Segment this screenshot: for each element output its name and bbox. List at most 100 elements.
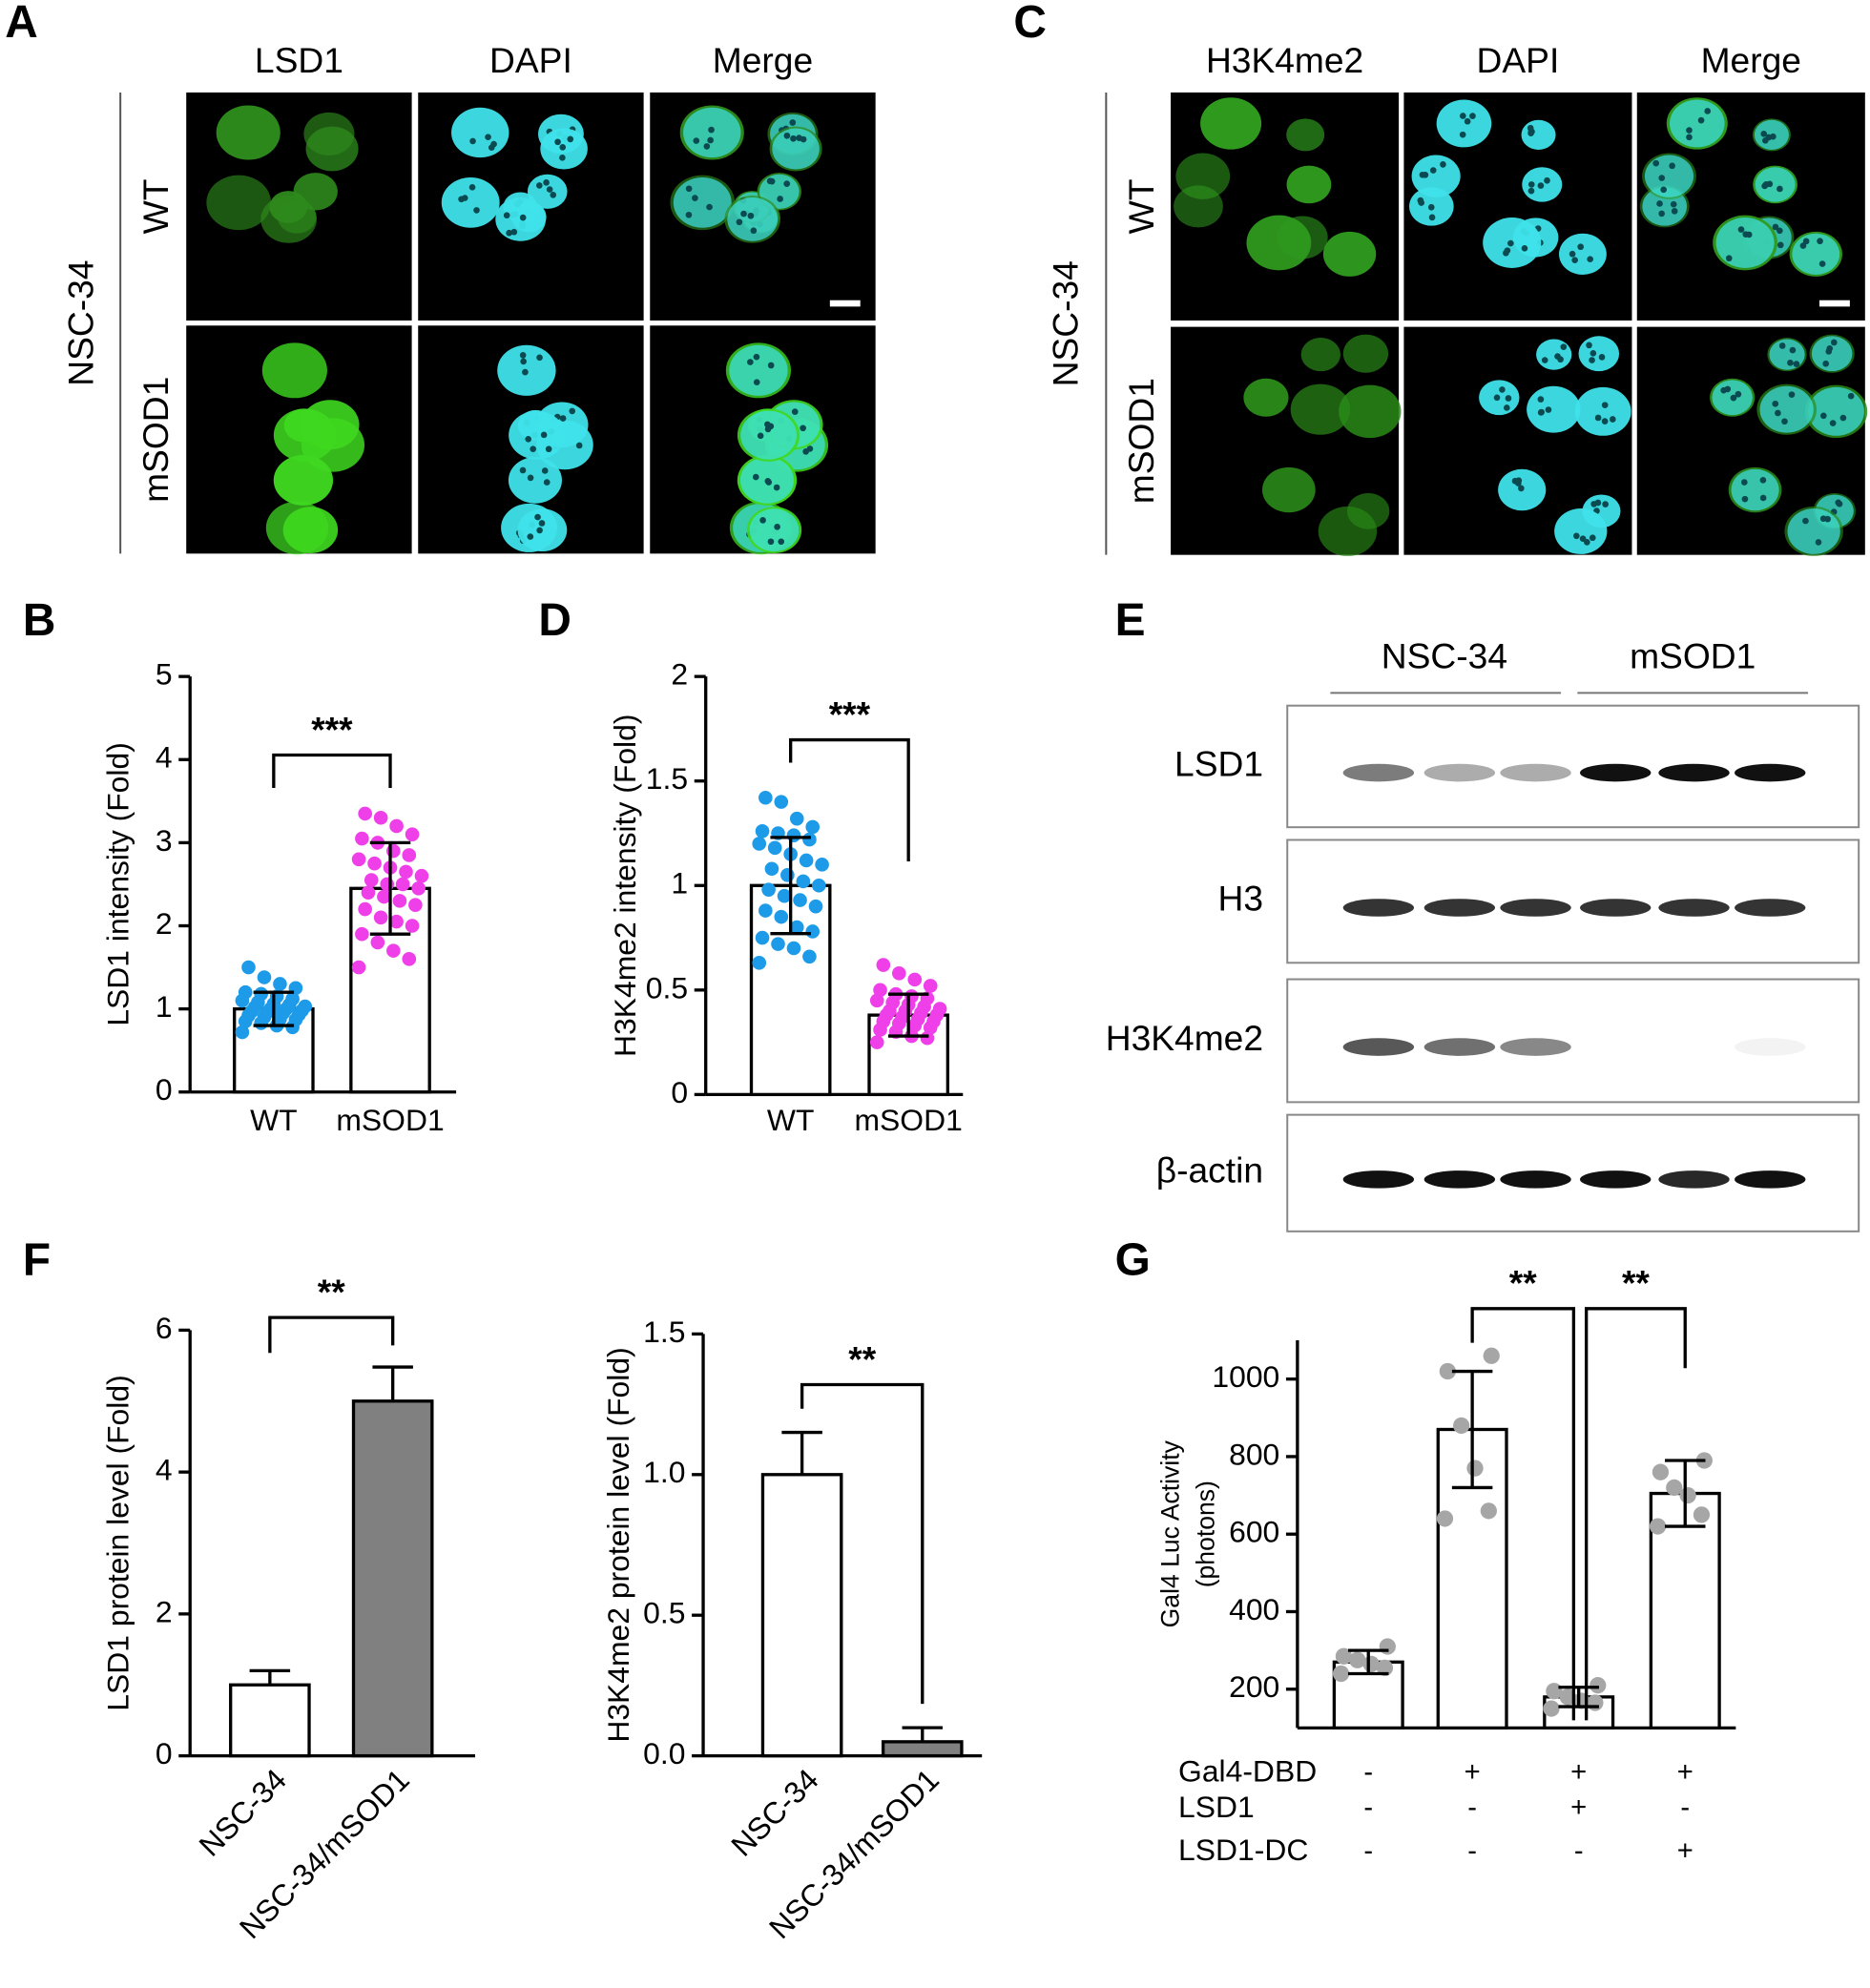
dapi-speck xyxy=(757,432,764,440)
dapi-speck xyxy=(541,467,549,474)
panel-letter: B xyxy=(23,595,56,646)
data-point xyxy=(907,972,923,987)
dapi-speck xyxy=(569,407,576,415)
blot-band xyxy=(1735,899,1806,917)
panel-letter: A xyxy=(5,0,38,48)
nucleus-stain xyxy=(260,195,317,243)
data-point xyxy=(405,827,420,841)
nucleus-stain xyxy=(1243,378,1289,417)
significance-bracket xyxy=(789,737,910,862)
x-tick-label: WT xyxy=(250,1103,298,1137)
data-point xyxy=(1652,1463,1670,1481)
dapi-speck xyxy=(503,212,510,219)
data-point xyxy=(1546,1683,1563,1700)
data-point xyxy=(876,958,891,972)
dapi-speck xyxy=(1778,342,1786,349)
dapi-speck xyxy=(1787,359,1794,366)
micrograph xyxy=(1171,326,1402,557)
dapi-stain xyxy=(1759,385,1814,433)
y-tick-label: 4 xyxy=(156,740,173,775)
blot-band xyxy=(1423,763,1496,782)
data-point xyxy=(355,831,369,846)
dapi-speck xyxy=(1669,162,1675,170)
blot-row-label: LSD1 xyxy=(1174,743,1263,783)
data-point xyxy=(771,937,785,951)
data-point xyxy=(1559,1688,1576,1706)
data-point xyxy=(1332,1665,1350,1683)
dapi-speck xyxy=(1772,400,1779,407)
dapi-speck xyxy=(752,473,759,481)
dapi-speck xyxy=(1537,182,1545,189)
dapi-speck xyxy=(800,425,806,432)
data-point xyxy=(411,880,426,896)
data-point xyxy=(402,952,417,966)
y-tick-label: 1 xyxy=(156,989,173,1024)
dapi-stain xyxy=(508,457,562,504)
significance-bracket xyxy=(800,1382,925,1705)
micrograph xyxy=(1636,326,1868,557)
significance-label: *** xyxy=(829,694,871,734)
nucleus-stain xyxy=(261,342,327,399)
data-point xyxy=(755,930,770,945)
dapi-stain xyxy=(727,197,779,241)
data-point xyxy=(752,956,767,970)
data-point xyxy=(805,819,821,835)
y-tick-label: 400 xyxy=(1229,1592,1279,1626)
dapi-speck xyxy=(1825,348,1833,355)
dapi-speck xyxy=(692,195,698,201)
nucleus-stain xyxy=(216,105,280,160)
micrograph xyxy=(1171,92,1400,321)
micrograph xyxy=(186,92,412,321)
dapi-stain xyxy=(772,128,820,170)
data-point xyxy=(361,885,376,900)
dapi-speck xyxy=(1464,117,1471,125)
y-tick-label: 2 xyxy=(156,906,173,941)
dapi-speck xyxy=(545,445,552,453)
dapi-speck xyxy=(458,196,465,203)
dapi-speck xyxy=(1789,346,1797,354)
dapi-speck xyxy=(685,185,693,193)
dapi-speck xyxy=(750,227,758,235)
bar xyxy=(881,1740,964,1758)
bar xyxy=(229,1683,311,1758)
blot-band xyxy=(1500,763,1571,782)
y-tick-label: 1.5 xyxy=(646,761,688,796)
dapi-stain xyxy=(1559,233,1607,275)
dapi-speck xyxy=(790,135,797,142)
dapi-speck xyxy=(1602,501,1609,507)
blot-row-label: β-actin xyxy=(1156,1150,1263,1191)
dapi-speck xyxy=(802,448,809,455)
dapi-speck xyxy=(1459,131,1466,138)
x-tick-label: mSOD1 xyxy=(855,1103,963,1137)
dapi-speck xyxy=(1656,200,1663,207)
dapi-speck xyxy=(1735,390,1742,398)
dapi-speck xyxy=(1527,181,1535,188)
dapi-speck xyxy=(1737,226,1745,233)
dapi-speck xyxy=(1587,256,1593,263)
dapi-speck xyxy=(1419,171,1426,178)
dapi-speck xyxy=(791,408,799,415)
dapi-speck xyxy=(777,196,783,202)
dapi-stain xyxy=(1755,167,1796,202)
dapi-speck xyxy=(1686,127,1693,134)
dapi-speck xyxy=(1720,386,1727,394)
dapi-speck xyxy=(554,138,561,146)
data-point xyxy=(755,823,770,839)
blot-band xyxy=(1658,1170,1730,1189)
dapi-speck xyxy=(1601,402,1609,408)
dapi-speck xyxy=(783,180,791,187)
dapi-speck xyxy=(1745,231,1753,238)
blot-band xyxy=(1580,1170,1652,1189)
dapi-speck xyxy=(1571,257,1578,263)
dapi-speck xyxy=(1609,416,1616,423)
condition-sign: + xyxy=(1677,1757,1693,1788)
dapi-speck xyxy=(1741,495,1749,503)
data-point xyxy=(780,868,795,882)
condition-sign: + xyxy=(1677,1835,1693,1866)
dapi-speck xyxy=(575,442,583,449)
data-point xyxy=(389,818,404,834)
data-point xyxy=(805,924,821,939)
data-point xyxy=(399,864,413,880)
dapi-speck xyxy=(1776,227,1783,235)
significance-bracket xyxy=(268,1315,395,1354)
